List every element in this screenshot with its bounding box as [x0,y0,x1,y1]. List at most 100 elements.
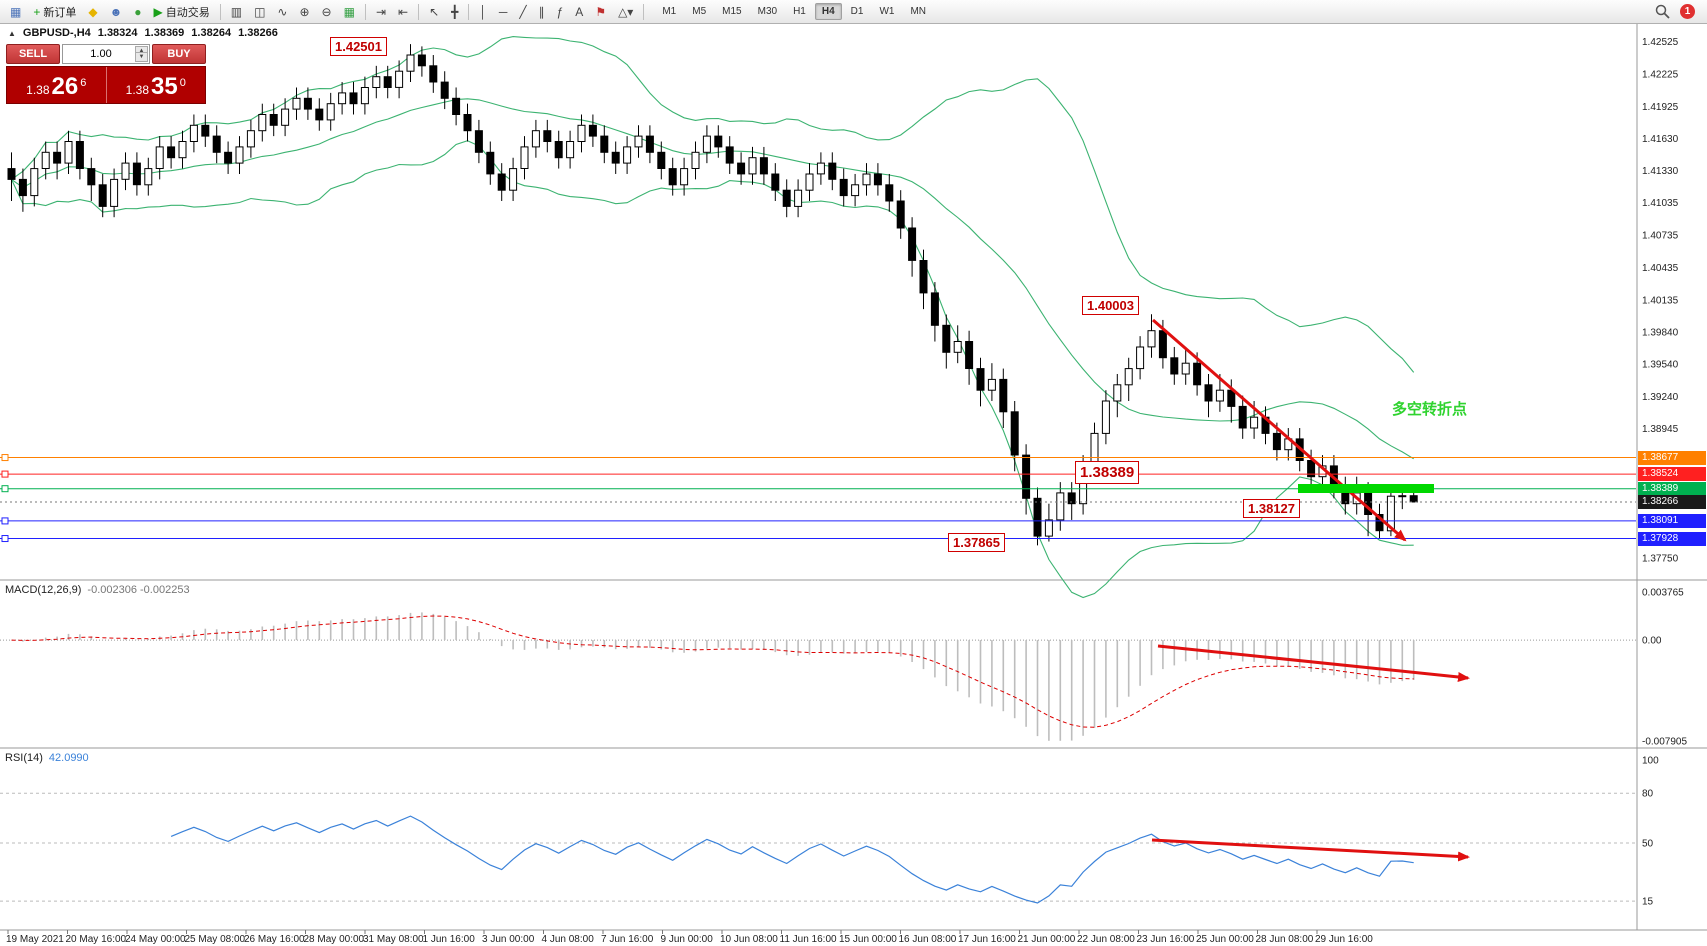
new-order-button[interactable]: + 新订单 [28,1,81,23]
price-tag: 1.38266 [1638,495,1706,509]
volume-input[interactable] [63,47,149,61]
sell-price-sup: 6 [80,77,87,89]
svg-text:1.41330: 1.41330 [1642,166,1679,177]
timeframe-group: M1 M5 M15 M30 H1 H4 D1 W1 MN [654,3,934,20]
candle [737,162,746,175]
market-icon[interactable]: ◆ [83,3,102,21]
svg-text:1.40135: 1.40135 [1642,295,1679,306]
line-chart-icon[interactable]: ∿ [272,3,292,21]
search-icon[interactable] [1655,4,1670,19]
candlestick-chart-icon[interactable]: ◫ [249,3,270,21]
svg-text:17 Jun 16:00: 17 Jun 16:00 [958,934,1016,945]
chart-shift-icon[interactable]: ⇤ [393,3,413,21]
sell-button[interactable]: SELL [6,44,60,64]
text-icon[interactable]: A [570,3,588,21]
candle [668,168,677,186]
chart-shift-icon: ⇤ [398,4,409,19]
svg-text:1.41925: 1.41925 [1642,102,1679,113]
price-tag: 1.38677 [1638,451,1706,465]
arrow-label-icon[interactable]: ⚑ [590,3,611,21]
low-price-label[interactable]: 1.37865 [948,533,1005,552]
svg-text:22 Jun 08:00: 22 Jun 08:00 [1077,934,1135,945]
svg-text:28 Jun 08:00: 28 Jun 08:00 [1256,934,1314,945]
bar-chart-icon[interactable]: ▥ [226,3,247,21]
trend-arrow [1151,838,1470,862]
candle [1147,330,1156,348]
candle [53,151,62,164]
svg-text:31 May 08:00: 31 May 08:00 [363,934,424,945]
cursor-icon[interactable]: ↖ [424,3,444,21]
candle [64,141,73,164]
horizontal-line-icon[interactable]: ─ [494,3,513,21]
timeframe-m5[interactable]: M5 [692,6,707,17]
candle [691,151,700,170]
candle [338,92,347,105]
svg-text:1.41630: 1.41630 [1642,134,1679,145]
terminal-icon[interactable]: ▦ [5,3,26,21]
svg-text:10 Jun 08:00: 10 Jun 08:00 [720,934,778,945]
candle [1227,389,1236,407]
line-handle [1,454,9,462]
timeframe-m1[interactable]: M1 [662,6,677,17]
svg-text:1.39240: 1.39240 [1642,392,1679,403]
candle [885,184,894,202]
svg-text:1.39540: 1.39540 [1642,360,1679,371]
candle [645,135,654,153]
sell-price-head: 1.38 [26,83,50,98]
candle [360,87,369,105]
cursor-icon: ↖ [429,4,440,19]
profile-icon[interactable]: ☻ [105,3,128,21]
crosshair-icon[interactable]: ╋ [446,3,463,21]
channel-icon[interactable]: ∥ [534,3,550,21]
candle [930,292,939,326]
new-order-icon: + [33,4,41,19]
zoom-out-icon[interactable]: ⊖ [317,3,337,21]
rsi-axis[interactable]: 100 80 50 15 [1642,756,1659,908]
zoom-in-icon[interactable]: ⊕ [294,3,314,21]
signals-icon[interactable]: ● [129,3,146,21]
autoscroll-icon[interactable]: ⇥ [371,3,391,21]
price-axis[interactable]: 1.42525 1.42225 1.41925 1.41630 1.41330 1.410… [1642,37,1679,564]
trend-arrows-layer[interactable] [1151,318,1470,862]
candle [816,162,825,175]
candle [1136,346,1145,370]
candle [258,114,267,132]
timeframe-mn[interactable]: MN [910,6,927,17]
svg-text:1.40435: 1.40435 [1642,263,1679,274]
sell-price-panel[interactable]: 1.38 26 6 [7,67,106,103]
trendline-icon[interactable]: ╱ [514,3,531,21]
timeframe-m15[interactable]: M15 [722,6,742,17]
timeframe-h1[interactable]: H1 [793,6,806,17]
volume-down-button[interactable]: ▼ [135,52,148,62]
candle [1010,411,1019,456]
candle [292,97,301,110]
timeframe-w1[interactable]: W1 [879,6,895,17]
auto-trading-button[interactable]: ▶ 自动交易 [148,1,214,23]
buy-button[interactable]: BUY [152,44,206,64]
timeframe-d1[interactable]: D1 [850,6,864,17]
timeframe-h4[interactable]: H4 [814,3,842,20]
peak-price-label[interactable]: 1.40003 [1082,296,1139,315]
timeframe-m30[interactable]: M30 [757,6,778,17]
tile-windows-icon[interactable]: ▦ [339,3,360,21]
key-level-label[interactable]: 1.38389 [1075,461,1140,484]
high-price-label[interactable]: 1.42501 [330,37,387,56]
shapes-icon[interactable]: △▾ [613,3,638,21]
vertical-line-icon[interactable]: │ [474,3,492,21]
candle [235,146,244,164]
svg-text:1.42225: 1.42225 [1642,70,1679,81]
highlighted-level-segment[interactable] [1298,484,1434,493]
crosshair-icon: ╋ [451,4,459,19]
minor-low-label[interactable]: 1.38127 [1243,499,1300,518]
turning-point-text[interactable]: 多空转折点 [1392,401,1468,418]
fibonacci-icon[interactable]: ƒ [552,3,569,21]
notification-badge[interactable]: 1 [1680,4,1695,19]
macd-axis[interactable]: 0.003765 0.00 -0.007905 [1642,588,1687,748]
buy-price-panel[interactable]: 1.38 35 0 [105,67,205,103]
shapes-icon: △▾ [618,4,634,19]
candle [771,173,780,191]
candle [246,130,255,148]
collapse-icon[interactable]: ▲ [8,28,16,38]
